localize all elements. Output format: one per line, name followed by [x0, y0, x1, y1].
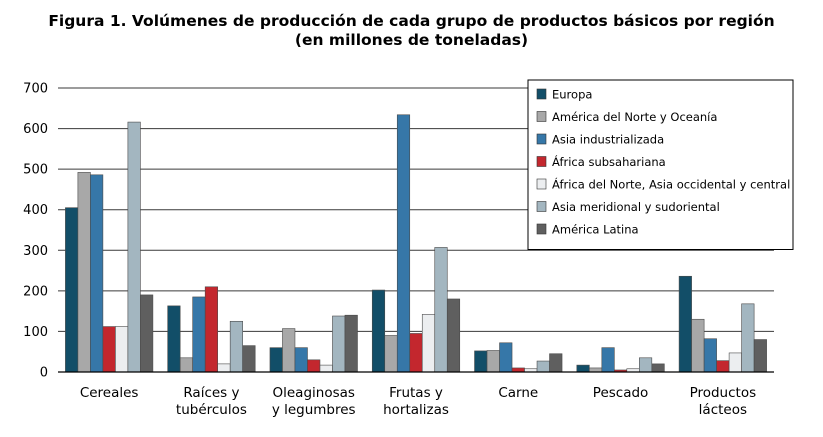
legend-swatch: [536, 88, 547, 100]
x-category-label-line: Cereales: [80, 385, 139, 401]
y-tick-label: 0: [40, 366, 48, 381]
bar: [409, 333, 423, 373]
x-category-label-line: hortalizas: [383, 402, 449, 418]
x-category-label-line: Frutas y: [389, 385, 443, 401]
x-category-label: Oleaginosas y legumbres: [272, 385, 356, 418]
bar: [179, 357, 193, 373]
bar: [678, 275, 692, 373]
chart-title: Figura 1. Volúmenes de producción de cad…: [0, 12, 823, 50]
bar: [192, 296, 206, 373]
bar: [229, 320, 243, 373]
legend-label: Asia industrializada: [552, 133, 664, 147]
bar: [536, 360, 550, 373]
bar: [691, 318, 705, 373]
x-category-label: Carne: [498, 385, 538, 401]
legend-label: América del Norte y Oceanía: [552, 110, 717, 124]
bar: [499, 342, 513, 373]
x-category-label: Pescado: [593, 385, 649, 401]
chart-title-line-1: Figura 1. Volúmenes de producción de cad…: [48, 12, 775, 30]
x-category-label-line: Carne: [498, 385, 538, 401]
bar: [140, 294, 154, 373]
x-category-label-line: tubérculos: [176, 402, 247, 418]
y-tick-label: 300: [23, 244, 48, 259]
bar: [434, 247, 448, 373]
legend-label: Europa: [552, 88, 592, 102]
legend-box: [527, 79, 794, 250]
bar: [384, 335, 398, 373]
legend: Europa América del Norte y Oceanía Asia in…: [527, 79, 794, 250]
bar: [217, 363, 231, 373]
legend-label: África del Norte, Asia occidental y cent…: [552, 177, 790, 192]
bar: [307, 359, 321, 373]
bar: [90, 174, 104, 373]
legend-label: Asia meridional y sudoriental: [552, 200, 720, 214]
legend-swatch: [536, 178, 547, 190]
chart-title-line-2: (en millones de toneladas): [294, 31, 529, 49]
bar: [319, 364, 333, 373]
bar: [703, 338, 717, 373]
x-category-label: Raíces y tubérculos: [176, 385, 247, 418]
bar: [294, 347, 308, 373]
bar: [396, 114, 411, 373]
bar: [728, 352, 742, 373]
x-category-label-line: Oleaginosas: [272, 385, 354, 401]
bar: [102, 326, 116, 373]
bar: [371, 289, 386, 373]
x-category-label: Productos lácteos: [690, 385, 757, 418]
legend-swatch: [536, 111, 547, 122]
legend-label: América Latina: [552, 223, 639, 237]
y-tick-label: 500: [23, 163, 48, 178]
bar: [549, 353, 563, 373]
bar: [446, 298, 461, 373]
bar: [115, 326, 129, 373]
bar: [167, 305, 181, 373]
y-tick-label: 200: [23, 284, 48, 299]
legend-swatch: [536, 156, 547, 167]
y-tick-label: 100: [23, 325, 48, 340]
bar: [576, 364, 590, 373]
bar: [716, 360, 730, 373]
x-category-label: Cereales: [80, 385, 139, 401]
x-category-label-line: Raíces y: [183, 385, 239, 401]
bar: [242, 345, 256, 373]
bar: [639, 357, 653, 373]
x-category-label-line: Productos: [690, 385, 757, 401]
bar: [77, 172, 91, 373]
x-category-label-line: lácteos: [699, 402, 747, 418]
legend-swatch: [536, 133, 547, 145]
x-category-label-line: Pescado: [593, 385, 649, 401]
bar: [332, 315, 346, 373]
bar: [741, 303, 755, 373]
bar: [269, 347, 283, 373]
bar: [421, 314, 436, 373]
y-tick-label: 700: [23, 82, 48, 97]
bar: [486, 350, 500, 373]
bar: [474, 350, 488, 373]
y-tick-label: 400: [23, 203, 48, 218]
bar: [204, 286, 218, 373]
bar: [65, 207, 79, 373]
bar: [344, 314, 358, 373]
legend-swatch: [536, 223, 547, 235]
bar: [601, 347, 615, 373]
legend-swatch: [536, 201, 547, 212]
bar: [127, 121, 141, 373]
legend-label: África subsahariana: [552, 154, 666, 169]
bar: [753, 339, 767, 373]
x-category-label: Frutas y hortalizas: [383, 385, 449, 418]
bar: [651, 363, 665, 373]
x-category-label-line: y legumbres: [272, 402, 356, 418]
y-tick-label: 600: [23, 122, 48, 137]
bar: [282, 328, 296, 373]
